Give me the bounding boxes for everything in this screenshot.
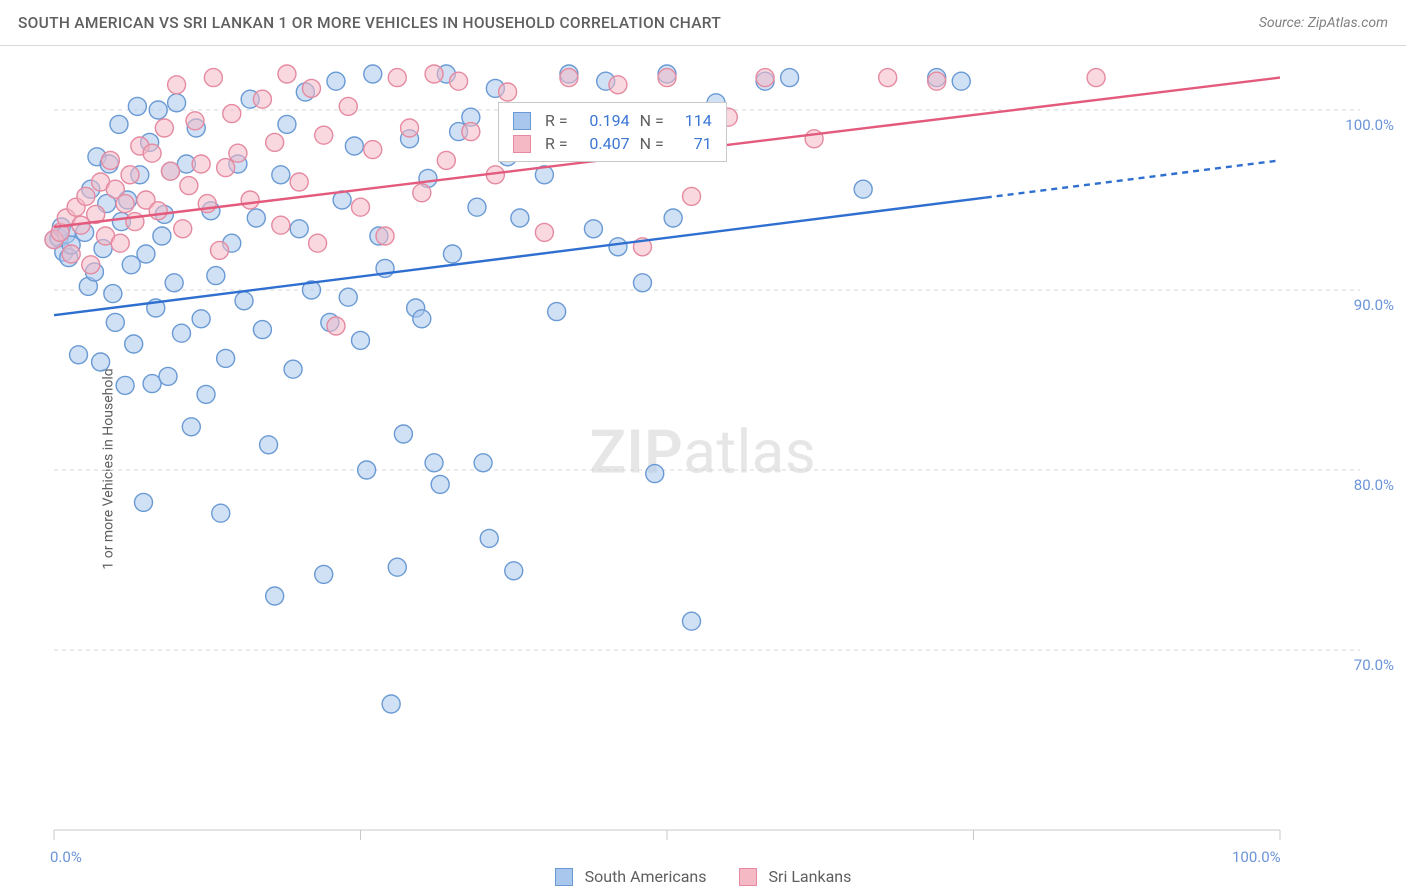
correlation-row-blue: R = 0.194 N = 114	[513, 109, 712, 132]
corr-r-pink: 0.407	[578, 132, 630, 155]
corr-r-blue: 0.194	[578, 109, 630, 132]
legend-label-blue: South Americans	[585, 867, 707, 886]
x-tick-label: 0.0%	[50, 848, 82, 866]
corr-n-label: N =	[640, 132, 664, 155]
legend-swatch-blue	[555, 868, 573, 886]
y-tick-label: 70.0%	[1354, 656, 1394, 674]
corr-n-label: N =	[640, 109, 664, 132]
corr-n-pink: 71	[674, 132, 712, 155]
corr-r-label: R =	[545, 109, 568, 132]
chart-title: SOUTH AMERICAN VS SRI LANKAN 1 OR MORE V…	[18, 14, 721, 32]
correlation-box: R = 0.194 N = 114 R = 0.407 N = 71	[498, 102, 727, 162]
source-attribution: Source: ZipAtlas.com	[1259, 15, 1388, 31]
legend: South Americans Sri Lankans	[0, 867, 1406, 886]
swatch-pink	[513, 135, 531, 153]
legend-label-pink: Sri Lankans	[769, 867, 852, 886]
chart-area: 1 or more Vehicles in Household ZIPatlas…	[0, 46, 1406, 892]
legend-item-pink: Sri Lankans	[739, 867, 852, 886]
y-tick-label: 100.0%	[1345, 116, 1394, 134]
correlation-row-pink: R = 0.407 N = 71	[513, 132, 712, 155]
x-tick-label: 100.0%	[1232, 848, 1281, 866]
legend-swatch-pink	[739, 868, 757, 886]
corr-r-label: R =	[545, 132, 568, 155]
y-tick-label: 90.0%	[1354, 296, 1394, 314]
legend-item-blue: South Americans	[555, 867, 707, 886]
swatch-blue	[513, 112, 531, 130]
scatter-chart-svg	[0, 46, 1406, 892]
header-bar: SOUTH AMERICAN VS SRI LANKAN 1 OR MORE V…	[0, 0, 1406, 46]
corr-n-blue: 114	[674, 109, 712, 132]
y-tick-label: 80.0%	[1354, 476, 1394, 494]
